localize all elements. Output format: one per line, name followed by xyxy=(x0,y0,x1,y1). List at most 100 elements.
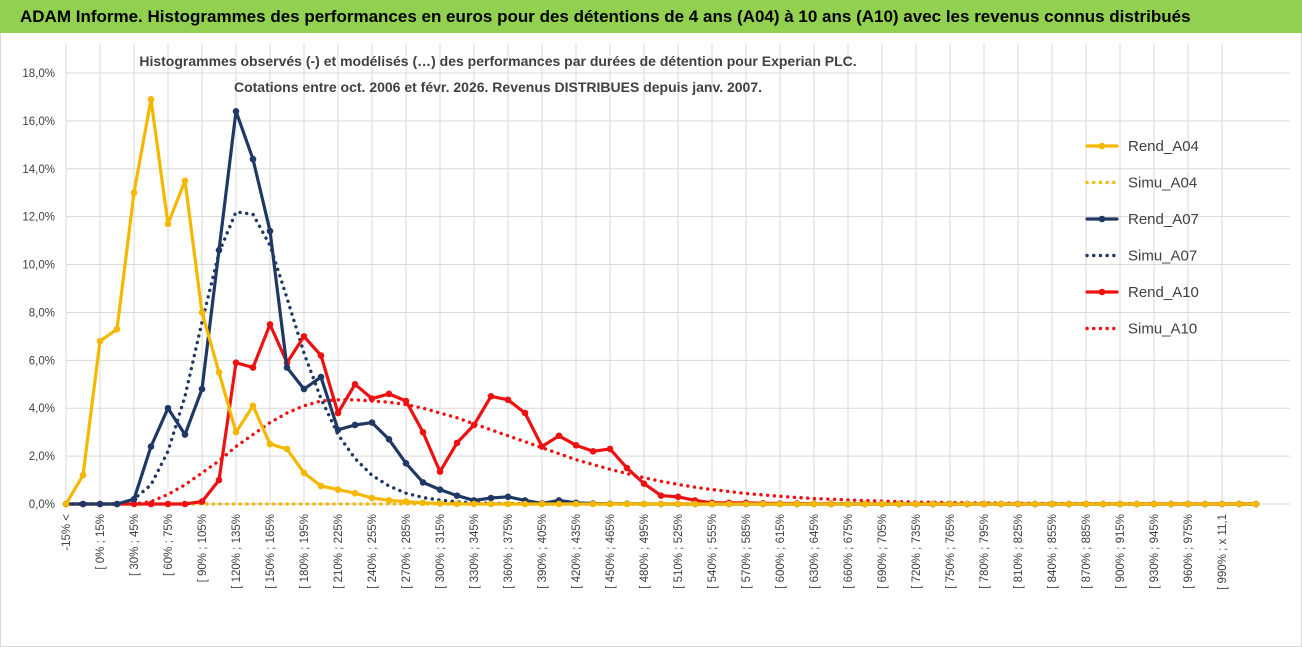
data-point-rend-a04 xyxy=(657,500,665,508)
x-tick-label: [ 780% ; 795% xyxy=(979,514,991,589)
data-point-rend-a10 xyxy=(232,359,240,367)
x-tick-label: [ 750% ; 765% xyxy=(945,514,957,589)
data-point-rend-a04 xyxy=(1082,500,1090,508)
x-tick-label: [ 540% ; 555% xyxy=(707,514,719,589)
x-tick-label: [ 420% ; 435% xyxy=(571,514,583,589)
gridlines xyxy=(65,43,1290,505)
data-point-rend-a04 xyxy=(555,500,563,508)
data-point-rend-a04 xyxy=(147,96,155,103)
x-tick-label: [ 840% ; 855% xyxy=(1047,514,1059,589)
data-point-rend-a07 xyxy=(164,404,172,412)
data-point-rend-a04 xyxy=(538,500,546,508)
data-point-rend-a07 xyxy=(113,500,121,508)
data-point-rend-a04 xyxy=(300,469,308,477)
data-point-rend-a10 xyxy=(555,432,563,440)
series-line-rend-a07 xyxy=(64,109,1258,506)
data-point-rend-a07 xyxy=(300,385,308,393)
data-point-rend-a10 xyxy=(368,395,376,402)
data-point-rend-a04 xyxy=(963,500,971,508)
data-point-rend-a07 xyxy=(130,495,138,503)
data-point-rend-a10 xyxy=(521,409,529,417)
x-tick-label: [ 390% ; 405% xyxy=(537,514,549,589)
data-point-rend-a07 xyxy=(419,479,427,486)
x-tick-label: [ 30% ; 45% xyxy=(129,514,141,576)
data-point-rend-a04 xyxy=(589,500,597,508)
data-point-rend-a04 xyxy=(572,500,580,508)
data-point-rend-a04 xyxy=(827,500,835,508)
data-point-rend-a10 xyxy=(402,397,410,405)
data-point-rend-a10 xyxy=(385,390,393,398)
data-point-rend-a04 xyxy=(164,220,172,228)
x-tick-label: [ 510% ; 525% xyxy=(673,514,685,589)
chart-title-line2: Cotations entre oct. 2006 et févr. 2026.… xyxy=(234,79,762,95)
data-point-rend-a10 xyxy=(623,464,631,472)
series-line-rend-a04 xyxy=(64,97,1258,506)
data-point-rend-a04 xyxy=(759,500,767,508)
x-tick-label: [ 990% ; x 11,1 xyxy=(1217,514,1229,590)
y-tick-label: 8,0% xyxy=(29,307,55,319)
data-point-rend-a04 xyxy=(1116,500,1124,508)
data-point-rend-a04 xyxy=(878,500,886,508)
data-point-rend-a04 xyxy=(895,500,903,508)
data-point-rend-a04 xyxy=(1167,500,1175,508)
legend-marker xyxy=(1098,142,1106,150)
data-point-rend-a04 xyxy=(793,500,801,508)
report-header: ADAM Informe. Histogrammes des performan… xyxy=(0,0,1302,33)
data-point-rend-a07 xyxy=(385,436,393,443)
x-tick-label: [ 270% ; 285% xyxy=(401,514,413,589)
data-point-rend-a04 xyxy=(742,500,750,508)
data-point-rend-a10 xyxy=(317,352,325,359)
x-tick-label: [ 480% ; 495% xyxy=(639,514,651,589)
x-tick-label: [ 930% ; 945% xyxy=(1149,514,1161,589)
data-point-rend-a04 xyxy=(1150,500,1158,508)
data-point-rend-a04 xyxy=(504,500,512,508)
data-point-rend-a04 xyxy=(436,500,444,507)
x-tick-label: [ 630% ; 645% xyxy=(809,514,821,589)
data-point-rend-a04 xyxy=(861,500,869,508)
data-point-rend-a10 xyxy=(538,443,546,450)
data-point-rend-a04 xyxy=(708,500,716,508)
data-point-rend-a04 xyxy=(1235,500,1243,508)
data-point-rend-a10 xyxy=(589,448,597,455)
data-point-rend-a07 xyxy=(351,421,359,429)
data-point-rend-a04 xyxy=(283,445,291,453)
series-line-simu-a07 xyxy=(64,210,1258,506)
data-point-rend-a07 xyxy=(504,493,512,501)
y-axis: 0,0% 2,0% 4,0% 6,0% 8,0% 10,0% 12,0% 14,0% 16,0%… xyxy=(22,68,55,511)
data-point-rend-a04 xyxy=(96,337,104,345)
data-point-rend-a04 xyxy=(844,500,852,508)
legend-label: Simu_A04 xyxy=(1128,175,1197,192)
x-tick-label: [ 900% ; 915% xyxy=(1115,514,1127,589)
x-tick-label: [ 570% ; 585% xyxy=(741,514,753,589)
data-point-rend-a10 xyxy=(606,445,614,453)
data-point-rend-a04 xyxy=(1218,500,1226,508)
y-tick-label: 18,0% xyxy=(22,68,55,80)
x-tick-label: -15% < xyxy=(61,514,73,551)
data-point-rend-a04 xyxy=(334,486,342,493)
data-point-rend-a07 xyxy=(181,431,189,438)
data-point-rend-a04 xyxy=(691,500,699,508)
data-point-rend-a04 xyxy=(1065,500,1073,508)
x-tick-label: [ 720% ; 735% xyxy=(911,514,923,589)
y-tick-label: 12,0% xyxy=(22,212,55,224)
data-point-rend-a04 xyxy=(606,500,614,508)
data-point-rend-a04 xyxy=(640,500,648,508)
data-point-rend-a04 xyxy=(232,428,240,436)
data-point-rend-a04 xyxy=(810,500,818,508)
data-point-rend-a04 xyxy=(402,498,410,505)
data-point-rend-a04 xyxy=(1031,500,1039,508)
data-point-rend-a04 xyxy=(912,500,920,508)
data-point-rend-a04 xyxy=(385,497,393,504)
data-point-rend-a07 xyxy=(334,426,342,434)
x-tick-label: [ 210% ; 225% xyxy=(333,514,345,589)
x-tick-label: [ 870% ; 885% xyxy=(1081,514,1093,589)
data-point-rend-a04 xyxy=(487,500,495,508)
data-point-rend-a04 xyxy=(725,500,733,508)
x-tick-label: [ 0% ; 15% xyxy=(95,514,107,570)
x-tick-label: [ 90% ; 105% xyxy=(197,514,209,582)
data-point-rend-a10 xyxy=(640,480,648,487)
x-tick-label: [ 450% ; 465% xyxy=(605,514,617,589)
data-point-rend-a07 xyxy=(368,419,376,426)
